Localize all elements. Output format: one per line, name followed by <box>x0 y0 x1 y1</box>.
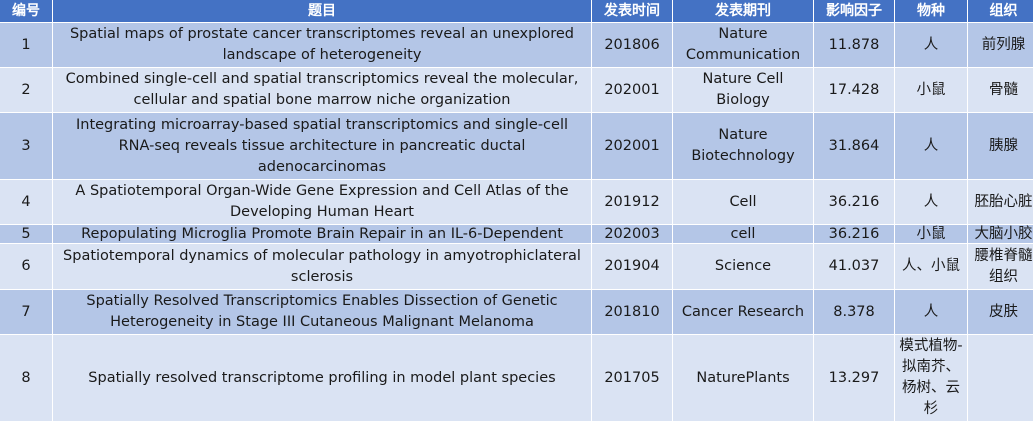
table-cell: A Spatiotemporal Organ-Wide Gene Express… <box>53 180 591 224</box>
table-cell: Nature Cell Biology <box>673 68 813 112</box>
table-cell: NaturePlants <box>673 335 813 421</box>
table-cell: 人 <box>895 113 967 179</box>
table-cell: 骨髓 <box>968 68 1033 112</box>
table-cell: Spatial maps of prostate cancer transcri… <box>53 23 591 67</box>
table-cell: Cancer Research <box>673 290 813 334</box>
table-cell: 前列腺 <box>968 23 1033 67</box>
table-cell: 6 <box>0 244 52 289</box>
table-cell: 202001 <box>592 68 672 112</box>
table-cell: 201912 <box>592 180 672 224</box>
table-cell: 201904 <box>592 244 672 289</box>
table-cell: cell <box>673 225 813 243</box>
header-cell: 题目 <box>53 0 591 22</box>
header-cell: 物种 <box>895 0 967 22</box>
table-cell: 4 <box>0 180 52 224</box>
table-cell: Spatially Resolved Transcriptomics Enabl… <box>53 290 591 334</box>
table-cell: Nature Communication <box>673 23 813 67</box>
table-cell: 2 <box>0 68 52 112</box>
table-cell: 202003 <box>592 225 672 243</box>
table-cell: 7 <box>0 290 52 334</box>
header-cell: 组织 <box>968 0 1033 22</box>
table-cell: 小鼠 <box>895 225 967 243</box>
table-cell: 36.216 <box>814 180 894 224</box>
table-cell: 31.864 <box>814 113 894 179</box>
table-cell: Repopulating Microglia Promote Brain Rep… <box>53 225 591 243</box>
table-cell: 腰椎脊髓组织 <box>968 244 1033 289</box>
table-cell: 36.216 <box>814 225 894 243</box>
table-cell: Cell <box>673 180 813 224</box>
table-cell: 皮肤 <box>968 290 1033 334</box>
table-cell: Nature Biotechnology <box>673 113 813 179</box>
table-cell: 13.297 <box>814 335 894 421</box>
table-cell: 8 <box>0 335 52 421</box>
table-cell: 201810 <box>592 290 672 334</box>
table-cell: 3 <box>0 113 52 179</box>
table-cell: 41.037 <box>814 244 894 289</box>
table-cell: 17.428 <box>814 68 894 112</box>
header-cell: 发表时间 <box>592 0 672 22</box>
header-cell: 发表期刊 <box>673 0 813 22</box>
table-cell: 人 <box>895 180 967 224</box>
table-cell: 201806 <box>592 23 672 67</box>
table-cell: 8.378 <box>814 290 894 334</box>
table-cell: 胰腺 <box>968 113 1033 179</box>
table-cell: 胚胎心脏 <box>968 180 1033 224</box>
table-cell: 1 <box>0 23 52 67</box>
table-cell: 5 <box>0 225 52 243</box>
table-cell: 人 <box>895 290 967 334</box>
table-cell: 11.878 <box>814 23 894 67</box>
header-cell: 编号 <box>0 0 52 22</box>
table-cell: 202001 <box>592 113 672 179</box>
table-cell: Spatially resolved transcriptome profili… <box>53 335 591 421</box>
table-cell: Integrating microarray-based spatial tra… <box>53 113 591 179</box>
table-cell: 人 <box>895 23 967 67</box>
table-cell: 小鼠 <box>895 68 967 112</box>
table-cell: 模式植物-拟南芥、杨树、云杉 <box>895 335 967 421</box>
header-cell: 影响因子 <box>814 0 894 22</box>
table-cell: 201705 <box>592 335 672 421</box>
table-cell: 大脑小胶 <box>968 225 1033 243</box>
table-cell: Combined single-cell and spatial transcr… <box>53 68 591 112</box>
table-cell: Spatiotemporal dynamics of molecular pat… <box>53 244 591 289</box>
table-cell: 人、小鼠 <box>895 244 967 289</box>
table-cell <box>968 335 1033 421</box>
table-cell: Science <box>673 244 813 289</box>
